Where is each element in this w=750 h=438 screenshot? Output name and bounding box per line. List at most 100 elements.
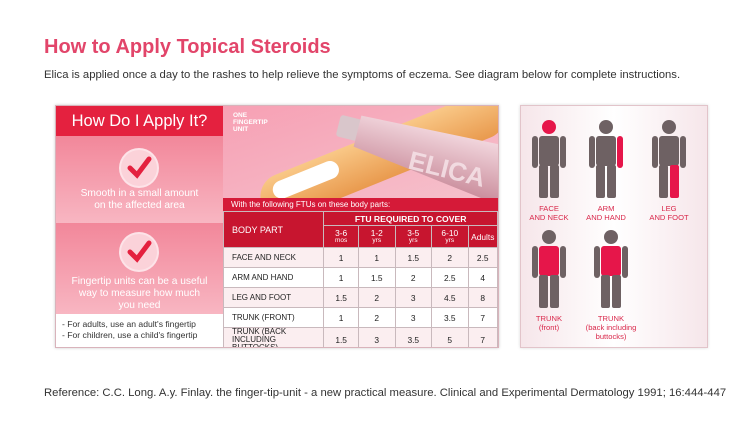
ftu-cell: 2	[431, 247, 469, 268]
ftu-cell: 2	[358, 307, 396, 328]
figure-torso	[659, 136, 679, 166]
column-header: 6-10 yrs	[431, 225, 469, 248]
figure-torso	[601, 246, 621, 276]
body-part-line: ARM AND HAND	[232, 272, 294, 282]
reference: Reference: C.C. Long. A.y. Finlay. the f…	[44, 387, 727, 399]
column-header-line: yrs	[408, 236, 418, 244]
ftu-cell: 1	[358, 247, 396, 268]
figure-arm	[617, 136, 623, 168]
step-line: way to measure how much	[78, 288, 201, 299]
ftu-table: BODY PART FTU REQUIRED TO COVER 3-6 mos 1-…	[222, 211, 498, 348]
figure-label-line: TRUNK	[597, 314, 625, 323]
figure-label: TRUNK (back including buttocks)	[571, 314, 651, 341]
ftu-cell: 7	[467, 327, 498, 347]
body-part-line: LEG AND FOOT	[232, 292, 292, 302]
column-header-line: 3-5	[407, 227, 420, 238]
body-part: LEG AND FOOT	[222, 287, 325, 308]
step-box: Smooth in a small amount on the affected…	[56, 136, 223, 223]
ftu-cell: 3	[394, 307, 433, 328]
body-part-line: INCLUDING BUTTOCKS)	[232, 335, 279, 348]
figure-leg	[670, 165, 679, 198]
check-icon	[121, 234, 157, 270]
ftu-cell: 2	[394, 267, 433, 288]
ftu-cell: 1	[323, 307, 360, 328]
step-line: Fingertip units can be a useful	[71, 276, 208, 287]
figure-label-line: (back including	[585, 323, 637, 332]
figure-head	[599, 120, 613, 134]
column-header-line: Adults	[471, 231, 495, 242]
person-figure	[594, 230, 628, 308]
column-header-line: mos	[335, 236, 348, 244]
table-head: BODY PART FTU REQUIRED TO COVER 3-6 mos 1-…	[222, 211, 498, 248]
figure-leg	[550, 165, 559, 198]
ftu-cell: 1.5	[358, 267, 396, 288]
instruction-panel: How Do I Apply It? Smooth in a small amo…	[55, 105, 499, 348]
table-caption: With the following FTUs on these body pa…	[223, 198, 498, 211]
figure-label-line: AND NECK	[529, 213, 569, 222]
fingertip-label: UNIT	[233, 126, 248, 133]
figure-arm	[652, 136, 658, 168]
person-figure	[532, 120, 566, 198]
figure-arm	[589, 136, 595, 168]
intro-text: Elica is applied once a day to the rashe…	[44, 69, 681, 81]
header-row: 3-6 mos 1-2 yrs 3-5 yrs 6-10 yrs Adults	[224, 225, 498, 248]
person-figure	[652, 120, 686, 198]
page-title: How to Apply Topical Steroids	[44, 36, 331, 58]
ftu-cell: 1	[323, 247, 360, 268]
figure-arm	[532, 136, 538, 168]
figure-label-line: buttocks)	[595, 332, 627, 341]
body-part: ARM AND HAND	[222, 267, 325, 288]
step-line: you need	[118, 300, 161, 311]
column-header-line: 3-6	[335, 227, 348, 238]
left-column: How Do I Apply It? Smooth in a small amo…	[56, 106, 223, 347]
step-text: Fingertip units can be a useful way to m…	[56, 276, 223, 312]
figure-torso	[539, 136, 559, 166]
body-part-line: TRUNK (BACK	[232, 327, 287, 336]
ftu-cell: 1.5	[323, 287, 360, 308]
person-figure	[589, 120, 623, 198]
table-body: FACE AND NECK 1 1 1.5 2 2.5 ARM AND HAND 1 1.5 2 2…	[222, 247, 498, 348]
figure-leg	[659, 165, 668, 198]
part-header: BODY PART	[222, 211, 325, 248]
figure-arm	[532, 246, 538, 278]
person-figure	[532, 230, 566, 308]
ftu-cell: 2	[358, 287, 396, 308]
group-header: FTU REQUIRED TO COVER	[323, 211, 498, 226]
check-icon	[121, 150, 157, 186]
step-line: on the affected area	[94, 200, 185, 211]
note: - For adults, use an adult's fingertip	[62, 319, 196, 329]
figure-arm	[594, 246, 600, 278]
figure-arm	[560, 136, 566, 168]
figure-art	[532, 120, 686, 308]
table-row: LEG AND FOOT 1.5 2 3 4.5 8	[222, 287, 498, 308]
ftu-cell: 8	[467, 287, 498, 308]
figure-label-line: ARM	[597, 204, 615, 213]
ftu-cell: 3.5	[431, 307, 469, 328]
column-header-line: 6-10	[441, 227, 459, 238]
figure-torso	[596, 136, 616, 166]
body-part-line: FACE AND NECK	[232, 252, 297, 262]
column-header: Adults	[467, 225, 498, 248]
figure-label: ARM AND HAND	[566, 204, 646, 222]
tube-body	[353, 115, 498, 198]
check-mark	[127, 240, 152, 263]
panel-heading: How Do I Apply It?	[56, 106, 223, 136]
ftu-cell: 3	[358, 327, 396, 347]
check-path	[127, 240, 152, 263]
fingertip-label: FINGERTIP	[233, 119, 268, 126]
step-text: Smooth in a small amount on the affected…	[56, 188, 223, 212]
body-part-line: TRUNK (FRONT)	[232, 312, 295, 322]
tube-cap	[336, 115, 362, 141]
check-path	[127, 156, 152, 179]
figure-label: FACE AND NECK	[509, 204, 589, 222]
body-part: TRUNK (BACK INCLUDING BUTTOCKS)	[222, 327, 325, 348]
ftu-cell: 3	[394, 287, 433, 308]
table-row: FACE AND NECK 1 1 1.5 2 2.5	[222, 247, 498, 268]
figure-label-line: LEG	[661, 204, 677, 213]
step-line: Smooth in a small amount	[80, 188, 199, 199]
table-row: ARM AND HAND 1 1.5 2 2.5 4	[222, 267, 498, 288]
figure-label-line: AND HAND	[586, 213, 626, 222]
ftu-cell: 2.5	[467, 247, 498, 268]
ftu-cell: 2.5	[431, 267, 469, 288]
